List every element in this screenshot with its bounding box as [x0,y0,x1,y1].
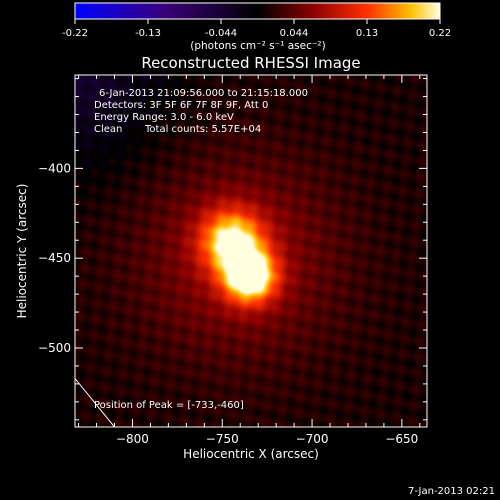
colorbar-ticks: -0.22 -0.13 -0.044 0.044 0.13 0.22 [62,19,451,39]
colorbar-tick-label: 0.22 [429,28,451,39]
total-counts-text: Total counts: 5.57E+04 [144,124,261,135]
y-axis-label: Heliocentric Y (arcsec) [15,184,29,319]
colorbar-tick-label: -0.044 [205,28,237,39]
x-tick-label: −800 [116,432,149,446]
x-axis-label: Heliocentric X (arcsec) [183,447,319,461]
colorbar-tick-label: 0.044 [280,28,309,39]
colorbar-tick-label: 0.13 [356,28,378,39]
colorbar [74,2,441,20]
peak-position-text: Position of Peak = [-733,-460] [94,400,244,411]
colorbar-tick-label: -0.22 [62,28,88,39]
timestamp: 7-Jan-2013 02:21 [408,486,495,497]
time-range-text: 6-Jan-2013 21:09:56.000 to 21:15:18.000 [99,88,308,99]
x-tick-label: −700 [296,432,329,446]
limb-line [75,378,115,427]
y-axis: −400 −450 −500 [38,78,427,421]
y-tick-label: −450 [38,251,71,265]
x-axis: −800 −750 −700 −650 [78,75,421,446]
detectors-text: Detectors: 3F 5F 6F 7F 8F 9F, Att 0 [94,100,268,111]
colorbar-tick-label: -0.13 [135,28,161,39]
x-tick-label: −650 [385,432,418,446]
y-tick-label: −500 [38,341,71,355]
heatmap-image-container [75,75,427,427]
chart-title: Reconstructed RHESSI Image [141,54,360,72]
y-tick-label: −400 [38,161,71,175]
energy-range-text: Energy Range: 3.0 - 6.0 keV [94,112,234,123]
x-tick-label: −750 [206,432,239,446]
colorbar-label: (photons cm⁻² s⁻¹ asec⁻²) [190,40,325,52]
heatmap-image [75,75,427,427]
plot-frame [74,74,428,428]
method-text: Clean [94,124,122,135]
